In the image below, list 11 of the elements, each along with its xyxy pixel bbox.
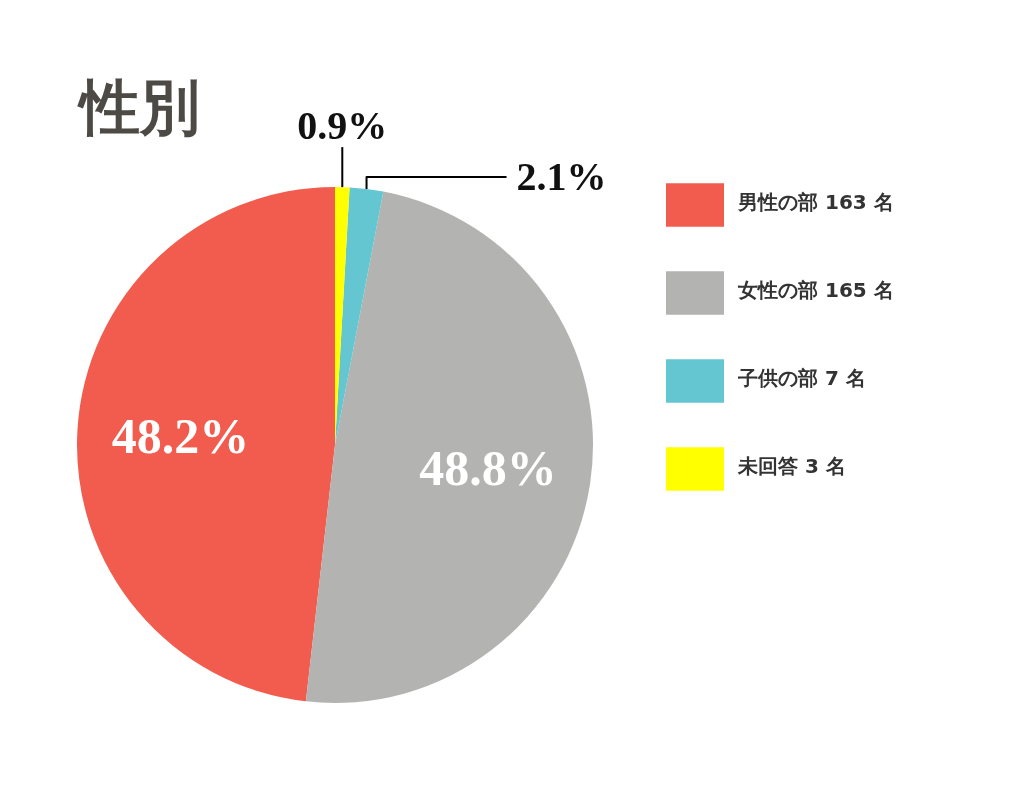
pie-slice [77,187,335,702]
pie-slice [335,187,384,445]
data-label: 2.1% [516,154,607,200]
data-label: 0.9% [297,103,388,149]
data-label: 48.2% [111,408,250,465]
pie-slice [305,191,593,703]
legend-label: 未回答 3 名 [738,454,846,478]
legend-label: 男性の部 163 名 [738,190,894,214]
legend-label: 子供の部 7 名 [738,366,866,390]
data-label: 48.8% [419,440,557,497]
legend-label: 女性の部 165 名 [738,278,894,302]
